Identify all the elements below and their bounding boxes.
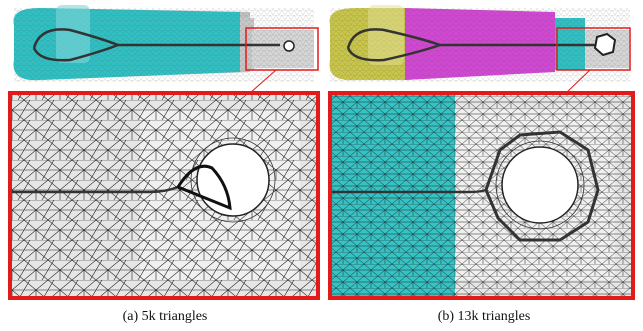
caption: (a) 5k triangles [123, 309, 208, 324]
zoom-b [330, 93, 633, 298]
object-a [14, 5, 318, 93]
zoom-a [10, 93, 318, 298]
figure: (a) 5k triangles (b) 13k triangles [0, 0, 643, 331]
object-b [330, 5, 630, 93]
caption: (b) 13k triangles [438, 309, 531, 324]
